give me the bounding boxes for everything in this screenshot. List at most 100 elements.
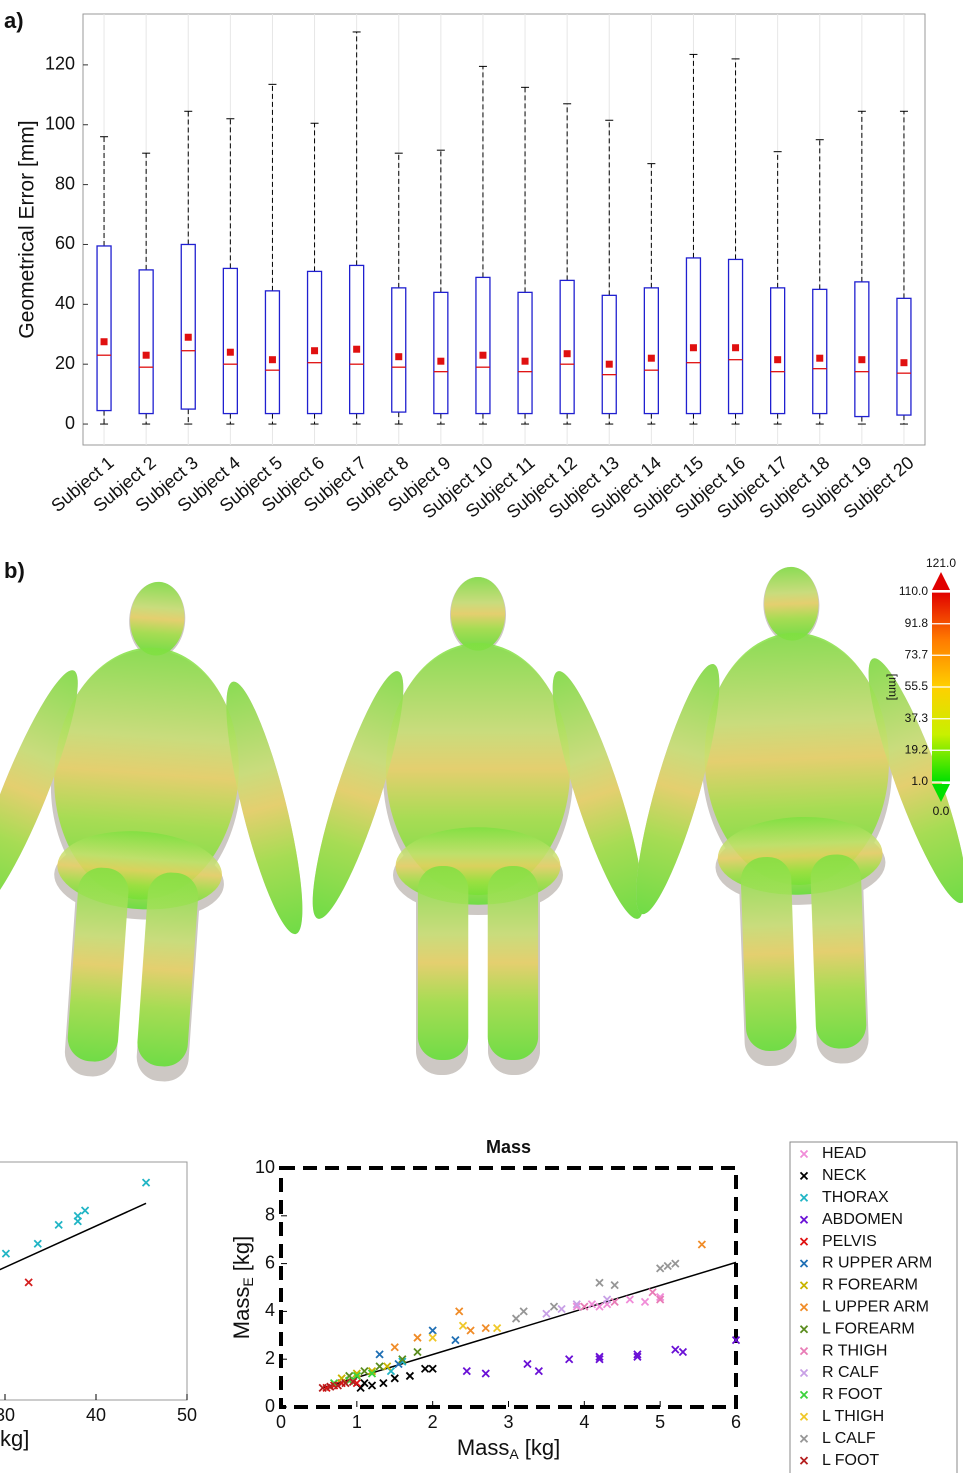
mean [142, 351, 150, 359]
box [391, 287, 407, 413]
point [455, 1307, 464, 1316]
body-renders [0, 566, 963, 1082]
label-part: A [509, 1446, 519, 1462]
chart-title: Mass [486, 1137, 531, 1157]
point [648, 1288, 657, 1297]
error-overlay [868, 658, 963, 904]
mean [479, 351, 487, 359]
x-tick-label: 5 [655, 1412, 665, 1432]
legend-marker [799, 1303, 809, 1312]
point [360, 1378, 369, 1388]
point [375, 1350, 384, 1359]
point [379, 1378, 388, 1388]
x-tick-label: 40 [86, 1405, 106, 1425]
point [671, 1345, 680, 1354]
point [595, 1352, 604, 1361]
box [222, 267, 239, 415]
label-part: [kg] [229, 1236, 254, 1271]
box [770, 287, 786, 415]
point [360, 1367, 369, 1376]
y-tick-label: 80 [55, 173, 75, 193]
point [633, 1352, 642, 1361]
ylabel-label: MassE [kg] [229, 1236, 256, 1339]
point [466, 1326, 475, 1335]
x-tick-label: 3 [503, 1412, 513, 1432]
colorbar-tick-label: 91.8 [905, 616, 929, 630]
point [367, 1367, 377, 1376]
error-overlay [312, 671, 404, 919]
y-tick-label: 0 [65, 413, 75, 433]
error-overlay [226, 681, 303, 935]
xlabel-label: kg] [0, 1426, 29, 1451]
y-tick-label: 6 [265, 1252, 275, 1272]
x-tick-label: 0 [276, 1412, 286, 1432]
legend-label: L CALF [822, 1430, 876, 1447]
y-tick-label: 10 [255, 1157, 275, 1177]
y-tick-label: 20 [55, 353, 75, 373]
legend-label: R UPPER ARM [822, 1255, 932, 1272]
point [523, 1359, 532, 1369]
point [352, 1371, 361, 1381]
point [367, 1369, 377, 1378]
point [580, 1302, 589, 1311]
point [451, 1335, 460, 1345]
point [141, 1178, 151, 1187]
point [640, 1297, 650, 1306]
colorbar-tick-label: 1.0 [911, 774, 928, 788]
legend-marker [799, 1171, 809, 1181]
error-overlay [385, 642, 571, 896]
legend-label: R THIGH [822, 1342, 887, 1359]
box [348, 264, 365, 415]
y-tick-label: 120 [45, 54, 75, 74]
fit-line [0, 1202, 147, 1271]
point [534, 1367, 543, 1376]
point [24, 1278, 33, 1287]
legend-marker [799, 1215, 809, 1224]
mean [563, 350, 571, 358]
box [601, 294, 617, 415]
error-overlay [810, 854, 867, 1049]
colorbar-tick-label: 37.3 [905, 711, 929, 725]
point [595, 1278, 604, 1287]
xlabel-label: MassA [kg] [457, 1435, 560, 1462]
plot-frame [82, 13, 926, 446]
point [572, 1300, 581, 1309]
mean [858, 356, 866, 364]
point [54, 1220, 63, 1230]
mean [816, 354, 824, 362]
legend-marker [799, 1149, 809, 1159]
legend-label: R FOREARM [822, 1277, 918, 1294]
point [352, 1369, 361, 1378]
point [602, 1295, 612, 1304]
point [595, 1355, 604, 1364]
legend-marker [799, 1281, 809, 1290]
error-overlay [636, 663, 720, 915]
x-tick-label: 2 [428, 1412, 438, 1432]
legend-frame [789, 1141, 958, 1473]
legend-label: L UPPER ARM [822, 1299, 929, 1316]
mean [605, 360, 613, 368]
plot-frame [279, 1166, 738, 1409]
point [656, 1292, 665, 1302]
box [727, 258, 744, 415]
box [475, 276, 491, 415]
point [318, 1383, 327, 1393]
y-tick-label: 2 [265, 1348, 275, 1368]
label-part: Mass [457, 1435, 510, 1460]
error-overlay [67, 867, 129, 1062]
legend-label: L THIGH [822, 1408, 884, 1425]
point [428, 1333, 437, 1342]
legend-marker [799, 1346, 809, 1356]
point [697, 1240, 707, 1249]
mean [268, 356, 276, 364]
point [367, 1381, 377, 1390]
y-tick-label: 100 [45, 113, 75, 133]
point [1, 1249, 11, 1258]
error-overlay [740, 856, 797, 1052]
box [433, 291, 449, 415]
colorbar-tick-label: 110.0 [899, 584, 928, 598]
point [625, 1295, 634, 1304]
body [0, 581, 303, 1082]
mean [900, 359, 908, 367]
point [549, 1302, 559, 1311]
